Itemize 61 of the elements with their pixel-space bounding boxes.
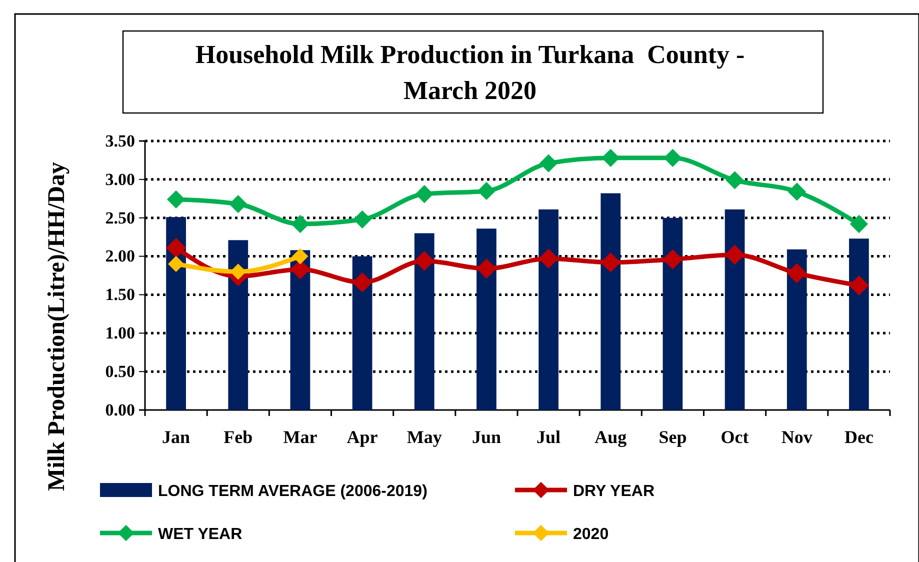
bar bbox=[538, 209, 558, 410]
bar bbox=[476, 228, 496, 410]
bar bbox=[414, 233, 434, 410]
point bbox=[414, 250, 434, 271]
point bbox=[166, 238, 186, 258]
y-axis-title: Milk Production(Litre)/HH/Day bbox=[44, 162, 70, 492]
point bbox=[166, 190, 186, 208]
point bbox=[848, 275, 869, 296]
bar bbox=[662, 218, 683, 410]
x-tick-label: Feb bbox=[224, 426, 253, 447]
y-tick-label: 1.00 bbox=[105, 324, 135, 343]
legend-label: LONG TERM AVERAGE (2006-2019) bbox=[158, 483, 428, 500]
y-tick-label: 0.50 bbox=[105, 362, 135, 382]
x-tick-label: Jul bbox=[536, 426, 561, 447]
bar bbox=[166, 217, 186, 410]
chart-title: Household Milk Production in Turkana County - March 2020 bbox=[195, 40, 745, 105]
point bbox=[292, 248, 308, 264]
point bbox=[726, 171, 744, 190]
point bbox=[850, 214, 868, 234]
y-tick-label: 3.00 bbox=[105, 170, 135, 189]
y-tick-label: 2.00 bbox=[105, 246, 135, 266]
point bbox=[788, 182, 806, 201]
x-tick-label: Oct bbox=[720, 426, 749, 447]
point bbox=[415, 184, 434, 204]
x-tick-label: Mar bbox=[283, 426, 318, 447]
point bbox=[477, 182, 496, 200]
bar bbox=[724, 209, 745, 410]
point bbox=[538, 248, 559, 269]
legend-label: DRY YEAR bbox=[573, 483, 655, 500]
legend-label: WET YEAR bbox=[158, 526, 243, 543]
point bbox=[353, 210, 372, 228]
x-tick-label: Nov bbox=[781, 426, 812, 447]
point bbox=[786, 263, 807, 284]
x-tick-label: Jan bbox=[162, 426, 190, 447]
point bbox=[539, 154, 558, 172]
x-tick-label: Dec bbox=[844, 426, 874, 447]
point bbox=[476, 258, 496, 279]
x-tick-label: Jun bbox=[472, 426, 501, 447]
legend-label: 2020 bbox=[573, 526, 609, 543]
x-tick-label: May bbox=[406, 426, 442, 447]
x-tick-label: Aug bbox=[594, 426, 627, 447]
x-tick-label: Apr bbox=[346, 426, 378, 447]
bar bbox=[352, 256, 372, 410]
point bbox=[352, 272, 372, 292]
point bbox=[230, 264, 246, 280]
bar bbox=[600, 193, 621, 410]
x-tick-label: Sep bbox=[658, 426, 687, 447]
bar bbox=[228, 240, 248, 410]
point bbox=[168, 256, 184, 272]
y-tick-label: 1.50 bbox=[105, 285, 135, 304]
y-tick-label: 2.50 bbox=[105, 208, 135, 228]
y-tick-label: 0.00 bbox=[105, 400, 135, 420]
point bbox=[664, 148, 682, 167]
point bbox=[662, 249, 683, 270]
point bbox=[602, 148, 620, 167]
y-tick-label: 3.50 bbox=[105, 131, 135, 150]
point bbox=[724, 244, 745, 265]
point bbox=[229, 194, 248, 214]
point bbox=[291, 214, 310, 234]
bar bbox=[786, 249, 807, 410]
bar bbox=[849, 238, 869, 410]
